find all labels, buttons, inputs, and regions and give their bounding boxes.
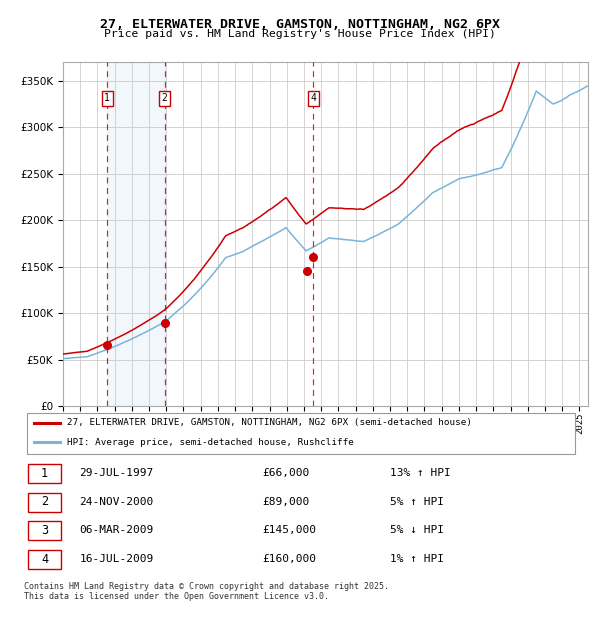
Text: 5% ↑ HPI: 5% ↑ HPI (391, 497, 444, 507)
Text: £89,000: £89,000 (263, 497, 310, 507)
Text: 2: 2 (161, 93, 167, 103)
Text: 27, ELTERWATER DRIVE, GAMSTON, NOTTINGHAM, NG2 6PX: 27, ELTERWATER DRIVE, GAMSTON, NOTTINGHA… (100, 18, 500, 31)
Text: £145,000: £145,000 (263, 526, 317, 536)
Text: 27, ELTERWATER DRIVE, GAMSTON, NOTTINGHAM, NG2 6PX (semi-detached house): 27, ELTERWATER DRIVE, GAMSTON, NOTTINGHA… (67, 418, 472, 427)
Text: 2: 2 (41, 495, 48, 508)
Text: 1: 1 (41, 467, 48, 480)
Text: 4: 4 (310, 93, 316, 103)
Text: 3: 3 (41, 524, 48, 537)
Text: 29-JUL-1997: 29-JUL-1997 (79, 468, 154, 478)
Text: £160,000: £160,000 (263, 554, 317, 564)
Text: 16-JUL-2009: 16-JUL-2009 (79, 554, 154, 564)
FancyBboxPatch shape (28, 550, 61, 569)
Text: 1: 1 (104, 93, 110, 103)
FancyBboxPatch shape (27, 413, 575, 454)
FancyBboxPatch shape (28, 464, 61, 483)
Text: 13% ↑ HPI: 13% ↑ HPI (391, 468, 451, 478)
Text: HPI: Average price, semi-detached house, Rushcliffe: HPI: Average price, semi-detached house,… (67, 438, 354, 447)
Text: Contains HM Land Registry data © Crown copyright and database right 2025.
This d: Contains HM Land Registry data © Crown c… (24, 582, 389, 601)
Text: 1% ↑ HPI: 1% ↑ HPI (391, 554, 444, 564)
Text: Price paid vs. HM Land Registry's House Price Index (HPI): Price paid vs. HM Land Registry's House … (104, 29, 496, 39)
Text: 5% ↓ HPI: 5% ↓ HPI (391, 526, 444, 536)
Text: £66,000: £66,000 (263, 468, 310, 478)
Bar (107, 62, 164, 406)
FancyBboxPatch shape (28, 521, 61, 540)
Text: 24-NOV-2000: 24-NOV-2000 (79, 497, 154, 507)
Text: 4: 4 (41, 552, 48, 565)
Text: 06-MAR-2009: 06-MAR-2009 (79, 526, 154, 536)
FancyBboxPatch shape (28, 493, 61, 512)
